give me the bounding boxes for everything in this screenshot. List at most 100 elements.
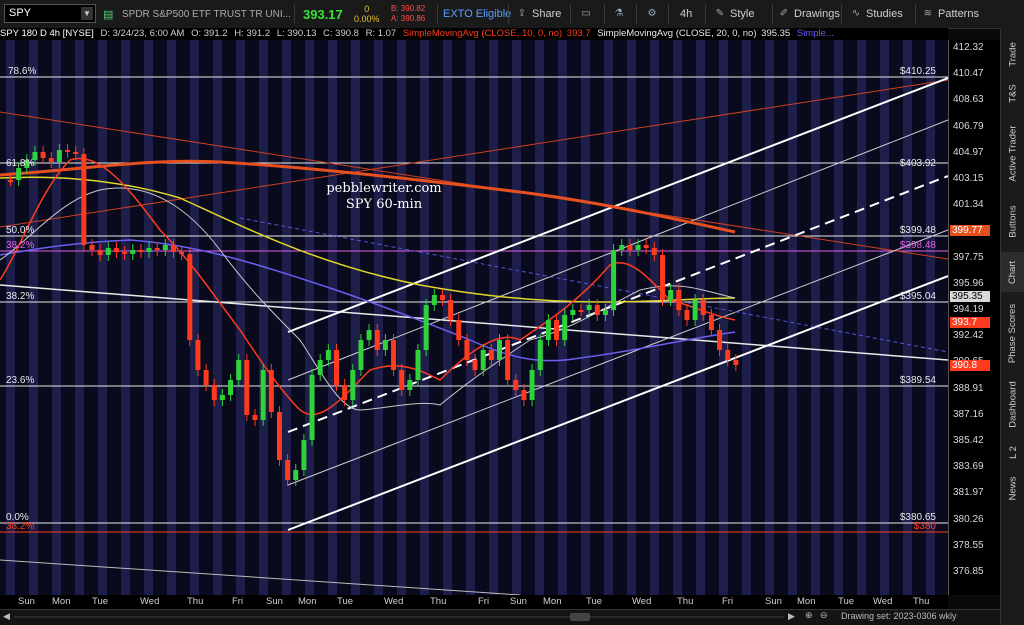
candle-body [676, 290, 682, 310]
candle-body [276, 412, 282, 460]
zoom-in-icon[interactable]: ⊕ [805, 610, 813, 620]
zoom-out-icon[interactable]: ⊖ [820, 610, 828, 620]
price-tick: 381.97 [953, 487, 984, 499]
candle-body [187, 254, 193, 340]
candle-body [162, 245, 168, 250]
scroll-thumb[interactable] [570, 613, 590, 621]
session-band [650, 40, 659, 595]
chart-scrollbar[interactable]: ◀ ▶ ⊕ ⊖ Drawing set: 2023-0306 wkly [0, 609, 1000, 625]
tab-phase-scores[interactable]: Phase Scores [1007, 303, 1019, 363]
time-tick: Sun [765, 596, 782, 607]
drawings-button[interactable]: ✐ Drawings [779, 8, 840, 20]
symbol-input[interactable]: SPY ▼ [4, 4, 96, 23]
divider [668, 4, 669, 24]
session-band [75, 40, 84, 595]
level-label-389: $389.54 [900, 375, 937, 386]
scroll-left-icon[interactable]: ◀ [3, 611, 10, 621]
candle-body [56, 150, 62, 162]
red-trendline-up [0, 79, 948, 228]
candle-body [545, 320, 551, 340]
chart-canvas[interactable]: pebblewriter.com SPY 60-min 78.6% 61.8% … [0, 40, 948, 595]
bar-date: D: 3/24/23, 6:00 AM [100, 28, 185, 39]
tab-time-and-sales[interactable]: T&S [1007, 83, 1019, 103]
style-button[interactable]: ✎ Style [715, 8, 755, 20]
bar-low: L: 390.13 [276, 28, 317, 39]
tab-buttons[interactable]: Buttons [1007, 204, 1019, 238]
settings-button[interactable]: ⚙ [646, 0, 662, 28]
studies-flask-button[interactable]: ⚗ [613, 0, 629, 28]
session-band [121, 40, 130, 595]
price-tag-sma-orange: 399.77 [950, 225, 990, 236]
scroll-right-icon[interactable]: ▶ [788, 611, 795, 621]
time-tick: Wed [140, 596, 160, 607]
candle-body [627, 245, 633, 250]
symbol-link-icon[interactable]: ▤ [103, 8, 114, 21]
candle-body [309, 375, 315, 440]
fib-382-magenta: 38.2% [6, 240, 34, 251]
candle-body [130, 250, 136, 254]
white-trendline-down [0, 284, 948, 361]
symbol-dropdown-icon[interactable]: ▼ [81, 7, 93, 20]
right-side-panel: Trade T&S Active Trader Buttons Chart Ph… [1000, 28, 1024, 625]
bar-range: R: 1.07 [365, 28, 397, 39]
tab-trade[interactable]: Trade [1007, 41, 1019, 67]
drawing-set-label: Drawing set: 2023-0306 wkly [841, 611, 957, 621]
channel-mid [287, 175, 948, 433]
studies-icon: ∿ [851, 8, 861, 19]
sma20-value: 395.35 [761, 28, 791, 39]
patterns-button[interactable]: ≋ Patterns [923, 8, 979, 20]
horizontal-levels [0, 76, 948, 533]
share-icon: ⇪ [517, 8, 527, 19]
tab-chart[interactable]: Chart [1001, 252, 1024, 292]
tab-dashboard[interactable]: Dashboard [1007, 380, 1019, 428]
price-tag-last: 390.8 [950, 360, 990, 371]
price-chart[interactable]: pebblewriter.com SPY 60-min 78.6% 61.8% … [0, 40, 948, 595]
timeframe-button[interactable]: 4h [680, 8, 693, 20]
share-button[interactable]: ⇪ Share [517, 8, 562, 20]
sma-yellow [0, 176, 736, 303]
divider [772, 4, 773, 24]
price-tag-sma20: 395.35 [950, 291, 990, 302]
session-band [144, 40, 153, 595]
candle-body [464, 340, 470, 360]
sma-blue [0, 239, 736, 362]
sma10-value: 393.7 [566, 28, 591, 39]
fib-500: 50.0% [6, 225, 34, 236]
tab-active-trader[interactable]: Active Trader [1007, 125, 1019, 181]
candle-body [521, 390, 527, 400]
candle-body [537, 340, 543, 370]
candle-body [570, 310, 576, 315]
ask-price: A: 390.86 [391, 14, 426, 23]
tab-news[interactable]: News [1007, 476, 1019, 500]
fib-382-red: 38.2% [6, 521, 34, 532]
price-axis[interactable]: 412.32 410.47 408.63 406.79 404.97 403.15 401.… [948, 40, 1000, 595]
time-tick: Sun [510, 596, 527, 607]
candle-body [73, 152, 79, 154]
candle-body [717, 330, 723, 350]
level-label-398: $398.48 [900, 240, 937, 251]
session-bands [6, 40, 935, 595]
price-tick: 387.16 [953, 408, 984, 420]
bid-price: B: 390.82 [391, 4, 426, 13]
studies-button[interactable]: ∿ Studies [851, 8, 903, 20]
candlesticks [8, 144, 739, 486]
divider [915, 4, 916, 24]
candle-body [317, 360, 323, 375]
exto-eligible: EXTO Eligible [443, 8, 512, 20]
top-toolbar: SPY ▼ ▤ SPDR S&P500 ETF TRUST TR UNI... … [0, 0, 1024, 29]
divider [841, 4, 842, 24]
divider [636, 4, 637, 24]
print-button[interactable]: ▭ [580, 0, 596, 28]
bar-close: C: 390.8 [323, 28, 359, 39]
time-tick: Thu [430, 596, 447, 607]
more-studies: Simple... [796, 28, 834, 39]
candle-body [513, 380, 519, 390]
candle-body [24, 160, 30, 168]
tab-level2[interactable]: L 2 [1007, 445, 1019, 459]
chart-title: SPY 180 D 4h [NYSE] [0, 28, 94, 39]
drawings-icon: ✐ [779, 8, 789, 19]
candle-body [154, 248, 160, 250]
time-axis[interactable]: Sun Mon Tue Wed Thu Fri Sun Mon Tue Wed Thu Fri Sun M… [0, 595, 948, 609]
scroll-track[interactable] [14, 616, 784, 618]
session-band [581, 40, 590, 595]
